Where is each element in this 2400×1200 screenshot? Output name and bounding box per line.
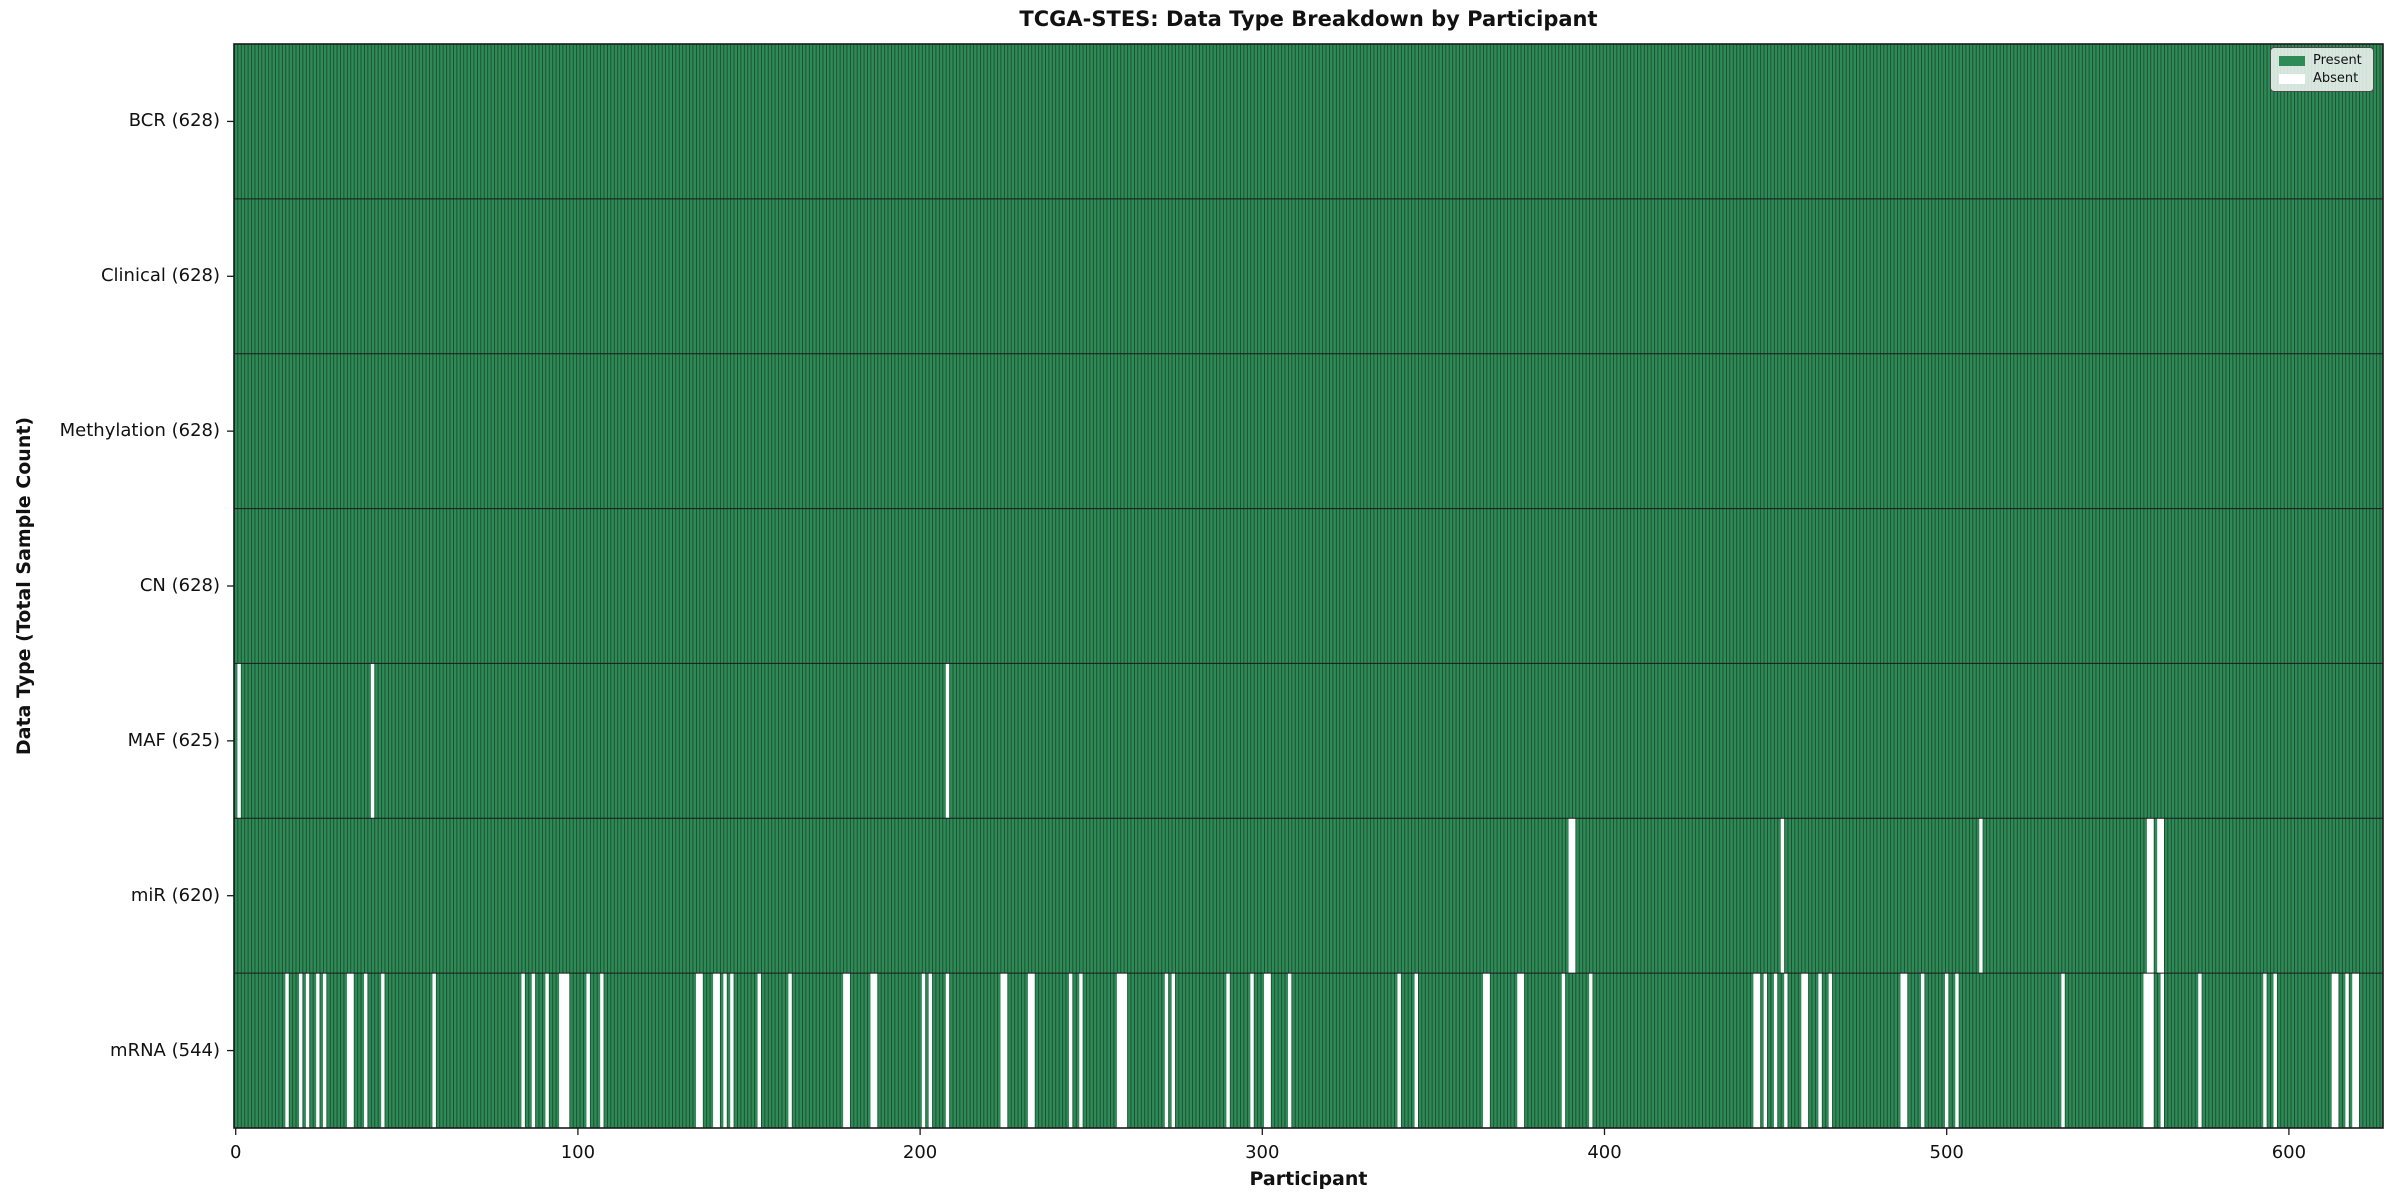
x-tick-label-100: 100	[560, 1142, 596, 1163]
x-tick-label-300: 300	[1245, 1142, 1280, 1163]
row-band-BCR	[234, 44, 2383, 199]
chart-title: TCGA-STES: Data Type Breakdown by Partic…	[1019, 7, 1598, 31]
legend-label-present: Present	[2313, 53, 2362, 68]
x-tick-label-0: 0	[229, 1142, 242, 1163]
absent-swatch-icon	[2279, 73, 2305, 84]
y-tick-label-mRNA: mRNA (544)	[110, 1039, 220, 1061]
legend-box: Present Absent	[2270, 47, 2374, 92]
x-axis-label: Participant	[1249, 1168, 1368, 1190]
x-tick-label-400: 400	[1587, 1142, 1622, 1163]
legend-item-absent: Absent	[2279, 72, 2365, 85]
y-tick-label-CN: CN (628)	[139, 575, 220, 596]
x-tick-label-200: 200	[902, 1142, 938, 1163]
present-swatch-icon	[2279, 55, 2305, 66]
row-band-miR	[234, 817, 2383, 974]
legend-item-present: Present	[2279, 54, 2365, 67]
x-tick-label-600: 600	[2271, 1142, 2307, 1163]
legend-label-absent: Absent	[2313, 71, 2359, 86]
row-band-Clinical	[234, 198, 2383, 354]
row-band-CN	[234, 508, 2383, 664]
x-tick-label-500: 500	[1929, 1142, 1964, 1163]
y-tick-label-Methylation: Methylation (628)	[59, 420, 220, 442]
y-tick-label-miR: miR (620)	[130, 884, 220, 906]
y-tick-label-BCR: BCR (628)	[128, 110, 220, 132]
row-band-mRNA	[234, 972, 2383, 1128]
row-band-MAF	[234, 662, 2384, 819]
y-tick-label-MAF: MAF (625)	[127, 729, 220, 751]
row-band-Methylation	[234, 353, 2383, 509]
y-tick-label-Clinical: Clinical (628)	[100, 265, 220, 287]
